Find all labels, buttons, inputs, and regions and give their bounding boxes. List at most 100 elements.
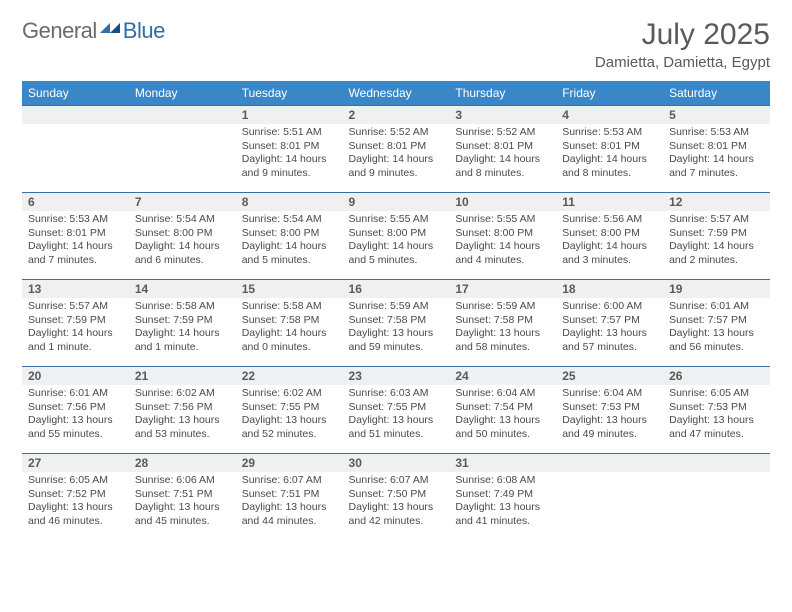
calendar-week-row: 1Sunrise: 5:51 AMSunset: 8:01 PMDaylight…	[22, 105, 770, 192]
sunrise-text: Sunrise: 5:59 AM	[349, 300, 444, 314]
day-number: 8	[236, 192, 343, 211]
sunset-text: Sunset: 8:01 PM	[455, 140, 550, 154]
sunset-text: Sunset: 7:55 PM	[242, 401, 337, 415]
sunset-text: Sunset: 7:59 PM	[28, 314, 123, 328]
sunrise-text: Sunrise: 5:55 AM	[455, 213, 550, 227]
calendar-cell: 14Sunrise: 5:58 AMSunset: 7:59 PMDayligh…	[129, 279, 236, 366]
sunrise-text: Sunrise: 5:57 AM	[28, 300, 123, 314]
flag-icon	[99, 20, 121, 43]
day-number: 14	[129, 279, 236, 298]
sunset-text: Sunset: 7:54 PM	[455, 401, 550, 415]
day-number: 21	[129, 366, 236, 385]
day-details: Sunrise: 5:55 AMSunset: 8:00 PMDaylight:…	[343, 211, 450, 270]
sunrise-text: Sunrise: 6:05 AM	[669, 387, 764, 401]
daylight-text: Daylight: 14 hours and 0 minutes.	[242, 327, 337, 354]
daylight-text: Daylight: 13 hours and 58 minutes.	[455, 327, 550, 354]
day-details: Sunrise: 6:07 AMSunset: 7:51 PMDaylight:…	[236, 472, 343, 531]
sunset-text: Sunset: 8:01 PM	[242, 140, 337, 154]
day-number: 10	[449, 192, 556, 211]
day-number: 24	[449, 366, 556, 385]
day-number	[129, 105, 236, 124]
daylight-text: Daylight: 13 hours and 57 minutes.	[562, 327, 657, 354]
calendar-cell: 12Sunrise: 5:57 AMSunset: 7:59 PMDayligh…	[663, 192, 770, 279]
day-number	[556, 453, 663, 472]
day-details: Sunrise: 5:57 AMSunset: 7:59 PMDaylight:…	[663, 211, 770, 270]
day-details: Sunrise: 5:52 AMSunset: 8:01 PMDaylight:…	[449, 124, 556, 183]
sunrise-text: Sunrise: 6:06 AM	[135, 474, 230, 488]
sunrise-text: Sunrise: 6:07 AM	[349, 474, 444, 488]
calendar-cell: 3Sunrise: 5:52 AMSunset: 8:01 PMDaylight…	[449, 105, 556, 192]
daylight-text: Daylight: 13 hours and 49 minutes.	[562, 414, 657, 441]
sunrise-text: Sunrise: 5:56 AM	[562, 213, 657, 227]
day-number: 20	[22, 366, 129, 385]
calendar-cell-empty	[22, 105, 129, 192]
day-number: 19	[663, 279, 770, 298]
calendar-table: SundayMondayTuesdayWednesdayThursdayFrid…	[22, 81, 770, 540]
title-block: July 2025 Damietta, Damietta, Egypt	[595, 18, 770, 71]
sunset-text: Sunset: 7:59 PM	[135, 314, 230, 328]
calendar-cell: 28Sunrise: 6:06 AMSunset: 7:51 PMDayligh…	[129, 453, 236, 540]
daylight-text: Daylight: 13 hours and 44 minutes.	[242, 501, 337, 528]
calendar-cell: 17Sunrise: 5:59 AMSunset: 7:58 PMDayligh…	[449, 279, 556, 366]
sunset-text: Sunset: 7:56 PM	[28, 401, 123, 415]
calendar-cell: 18Sunrise: 6:00 AMSunset: 7:57 PMDayligh…	[556, 279, 663, 366]
day-details: Sunrise: 5:58 AMSunset: 7:59 PMDaylight:…	[129, 298, 236, 357]
calendar-cell: 10Sunrise: 5:55 AMSunset: 8:00 PMDayligh…	[449, 192, 556, 279]
sunset-text: Sunset: 7:55 PM	[349, 401, 444, 415]
daylight-text: Daylight: 13 hours and 56 minutes.	[669, 327, 764, 354]
weekday-header: Tuesday	[236, 81, 343, 105]
weekday-header: Wednesday	[343, 81, 450, 105]
calendar-cell: 25Sunrise: 6:04 AMSunset: 7:53 PMDayligh…	[556, 366, 663, 453]
daylight-text: Daylight: 13 hours and 50 minutes.	[455, 414, 550, 441]
sunrise-text: Sunrise: 6:02 AM	[135, 387, 230, 401]
day-number: 12	[663, 192, 770, 211]
calendar-cell: 2Sunrise: 5:52 AMSunset: 8:01 PMDaylight…	[343, 105, 450, 192]
daylight-text: Daylight: 14 hours and 7 minutes.	[669, 153, 764, 180]
weekday-header: Sunday	[22, 81, 129, 105]
day-number: 15	[236, 279, 343, 298]
sunset-text: Sunset: 7:58 PM	[455, 314, 550, 328]
sunrise-text: Sunrise: 6:03 AM	[349, 387, 444, 401]
calendar-week-row: 20 Sunrise: 6:01 AMSunset: 7:56 PM Dayligh…	[22, 366, 770, 453]
day-number: 11	[556, 192, 663, 211]
day-details: Sunrise: 6:02 AMSunset: 7:56 PMDaylight:…	[129, 385, 236, 444]
weekday-header-row: SundayMondayTuesdayWednesdayThursdayFrid…	[22, 81, 770, 105]
calendar-cell: 27Sunrise: 6:05 AMSunset: 7:52 PMDayligh…	[22, 453, 129, 540]
daylight-text: Daylight: 13 hours and 41 minutes.	[455, 501, 550, 528]
calendar-cell: 31Sunrise: 6:08 AMSunset: 7:49 PMDayligh…	[449, 453, 556, 540]
daylight-text: Daylight: 13 hours and 59 minutes.	[349, 327, 444, 354]
daylight-text: Daylight: 14 hours and 6 minutes.	[135, 240, 230, 267]
day-details: Sunrise: 5:53 AMSunset: 8:01 PMDaylight:…	[663, 124, 770, 183]
day-number: 7	[129, 192, 236, 211]
day-number: 5	[663, 105, 770, 124]
calendar-cell: 5Sunrise: 5:53 AMSunset: 8:01 PMDaylight…	[663, 105, 770, 192]
sunrise-text: Sunrise: 5:54 AM	[135, 213, 230, 227]
calendar-cell-empty	[129, 105, 236, 192]
calendar-cell: 26Sunrise: 6:05 AMSunset: 7:53 PMDayligh…	[663, 366, 770, 453]
day-number: 22	[236, 366, 343, 385]
day-details: Sunrise: 6:00 AMSunset: 7:57 PMDaylight:…	[556, 298, 663, 357]
logo-text-2: Blue	[123, 18, 165, 44]
sunset-text: Sunset: 7:53 PM	[562, 401, 657, 415]
daylight-text: Daylight: 14 hours and 8 minutes.	[455, 153, 550, 180]
sunrise-text: Sunrise: 5:53 AM	[562, 126, 657, 140]
weekday-header: Saturday	[663, 81, 770, 105]
daylight-text: Daylight: 13 hours and 52 minutes.	[242, 414, 337, 441]
day-number	[663, 453, 770, 472]
sunrise-text: Sunrise: 5:53 AM	[669, 126, 764, 140]
calendar-cell-empty	[556, 453, 663, 540]
weekday-header: Monday	[129, 81, 236, 105]
sunrise-text: Sunrise: 5:53 AM	[28, 213, 123, 227]
logo-text-1: General	[22, 18, 97, 44]
calendar-cell: 19Sunrise: 6:01 AMSunset: 7:57 PMDayligh…	[663, 279, 770, 366]
calendar-cell: 1Sunrise: 5:51 AMSunset: 8:01 PMDaylight…	[236, 105, 343, 192]
sunrise-text: Sunrise: 6:02 AM	[242, 387, 337, 401]
sunset-text: Sunset: 7:59 PM	[669, 227, 764, 241]
calendar-cell: 6Sunrise: 5:53 AMSunset: 8:01 PMDaylight…	[22, 192, 129, 279]
calendar-body: 1Sunrise: 5:51 AMSunset: 8:01 PMDaylight…	[22, 105, 770, 540]
sunset-text: Sunset: 8:00 PM	[349, 227, 444, 241]
sunset-text: Sunset: 7:57 PM	[562, 314, 657, 328]
sunrise-text: Sunrise: 6:01 AM	[28, 387, 123, 401]
day-details: Sunrise: 5:57 AMSunset: 7:59 PMDaylight:…	[22, 298, 129, 357]
sunrise-text: Sunrise: 5:52 AM	[455, 126, 550, 140]
